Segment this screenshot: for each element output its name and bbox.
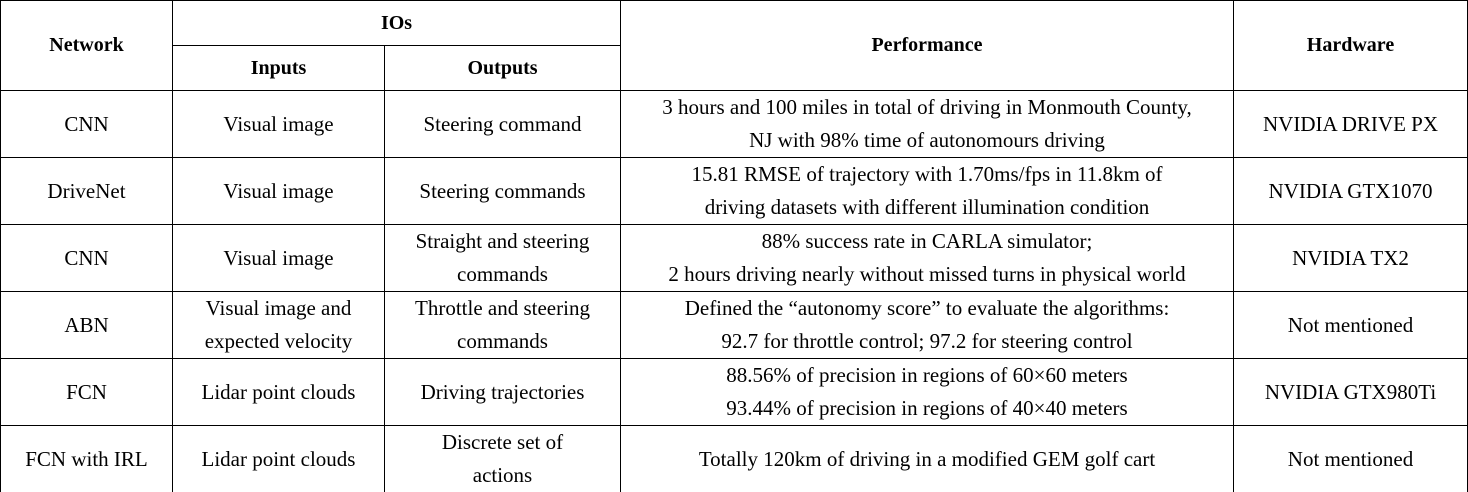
cell-line: NVIDIA TX2: [1292, 245, 1409, 270]
table-cell: DriveNet: [0, 157, 173, 225]
table-cell: Visual image: [172, 157, 385, 225]
cell-line: Totally 120km of driving in a modified G…: [698, 446, 1156, 471]
cell-line: NVIDIA GTX1070: [1268, 178, 1433, 203]
header-cell: Performance: [620, 0, 1234, 91]
table-cell: 88% success rate in CARLA simulator; 2 ho…: [620, 224, 1234, 292]
table-cell: Steering command: [384, 90, 621, 158]
cell-line: Lidar point clouds: [201, 379, 356, 404]
table-cell: Straight and steering commands: [384, 224, 621, 292]
cell-line: expected velocity: [204, 329, 353, 353]
header-cell: IOs: [172, 0, 621, 46]
table-cell: FCN: [0, 358, 173, 426]
table-cell: FCN with IRL: [0, 425, 173, 492]
table-cell: NVIDIA GTX980Ti: [1233, 358, 1468, 426]
header-cell: Hardware: [1233, 0, 1468, 91]
cell-line: Not mentioned: [1287, 446, 1414, 471]
table-cell: Discrete set of actions: [384, 425, 621, 492]
table-cell: ABN: [0, 291, 173, 359]
table-row: FCN Lidar point clouds Driving trajectorie…: [0, 358, 1468, 426]
table-cell: NVIDIA TX2: [1233, 224, 1468, 292]
cell-line: Defined the “autonomy score” to evaluate…: [684, 296, 1170, 320]
cell-line: NVIDIA GTX980Ti: [1264, 379, 1437, 404]
table-cell: Lidar point clouds: [172, 358, 385, 426]
cell-line: 15.81 RMSE of trajectory with 1.70ms/fps…: [691, 162, 1163, 186]
table-cell: Visual image: [172, 224, 385, 292]
cell-line: 92.7 for throttle control; 97.2 for stee…: [721, 329, 1133, 353]
cell-line: NJ with 98% time of autonomours driving: [749, 128, 1105, 152]
table-cell: Driving trajectories: [384, 358, 621, 426]
cell-line: CNN: [64, 111, 109, 136]
cell-line: Visual image and: [205, 296, 352, 320]
table-row: FCN with IRL Lidar point clouds Discrete s…: [0, 425, 1468, 492]
cell-line: Visual image: [223, 178, 334, 203]
table-row: CNN Visual image Straight and steering comm…: [0, 224, 1468, 292]
cell-line: Driving trajectories: [420, 379, 585, 404]
table-row: DriveNet Visual image Steering commands 15.…: [0, 157, 1468, 225]
table-cell: CNN: [0, 224, 173, 292]
cell-line: commands: [457, 329, 548, 353]
cell-line: Steering commands: [419, 178, 586, 203]
table-cell: CNN: [0, 90, 173, 158]
cell-line: 88.56% of precision in regions of 60×60 …: [726, 363, 1128, 387]
cell-line: Lidar point clouds: [201, 446, 356, 471]
cell-line: NVIDIA DRIVE PX: [1263, 111, 1438, 136]
cell-line: FCN: [66, 379, 107, 404]
header-cell: Network: [0, 0, 173, 91]
table-cell: 15.81 RMSE of trajectory with 1.70ms/fps…: [620, 157, 1234, 225]
table-cell: Totally 120km of driving in a modified G…: [620, 425, 1234, 492]
cell-line: Visual image: [223, 111, 334, 136]
cell-line: Not mentioned: [1287, 312, 1414, 337]
table-cell: Steering commands: [384, 157, 621, 225]
cell-line: commands: [457, 262, 548, 286]
table-cell: NVIDIA DRIVE PX: [1233, 90, 1468, 158]
table-cell: Not mentioned: [1233, 291, 1468, 359]
cell-line: ABN: [64, 312, 109, 337]
cell-line: actions: [472, 463, 533, 487]
cell-line: DriveNet: [47, 178, 126, 203]
table-cell: Defined the “autonomy score” to evaluate…: [620, 291, 1234, 359]
table-cell: Not mentioned: [1233, 425, 1468, 492]
cell-line: 2 hours driving nearly without missed tu…: [668, 262, 1186, 286]
cell-line: Throttle and steering: [415, 296, 590, 320]
table-cell: 88.56% of precision in regions of 60×60 …: [620, 358, 1234, 426]
table-row: ABN Visual image and expected velocity Thro…: [0, 291, 1468, 359]
cell-line: Visual image: [223, 245, 334, 270]
cell-line: Discrete set of: [441, 430, 564, 454]
table-cell: 3 hours and 100 miles in total of drivin…: [620, 90, 1234, 158]
cell-line: Straight and steering: [415, 229, 590, 253]
cell-line: FCN with IRL: [25, 446, 148, 471]
table-cell: Throttle and steering commands: [384, 291, 621, 359]
cell-line: 3 hours and 100 miles in total of drivin…: [662, 95, 1192, 119]
table-cell: NVIDIA GTX1070: [1233, 157, 1468, 225]
table-cell: Visual image and expected velocity: [172, 291, 385, 359]
table-row: CNN Visual image Steering command 3 hours a…: [0, 90, 1468, 158]
header-cell: Outputs: [384, 45, 621, 91]
table-cell: Lidar point clouds: [172, 425, 385, 492]
cell-line: 93.44% of precision in regions of 40×40 …: [726, 396, 1128, 420]
cell-line: CNN: [64, 245, 109, 270]
cell-line: Steering command: [423, 111, 582, 136]
cell-line: 88% success rate in CARLA simulator;: [761, 229, 1093, 253]
header-cell: Inputs: [172, 45, 385, 91]
table-cell: Visual image: [172, 90, 385, 158]
cell-line: driving datasets with different illumina…: [704, 195, 1150, 219]
table-body: CNN Visual image Steering command 3 hours a…: [0, 90, 1468, 492]
